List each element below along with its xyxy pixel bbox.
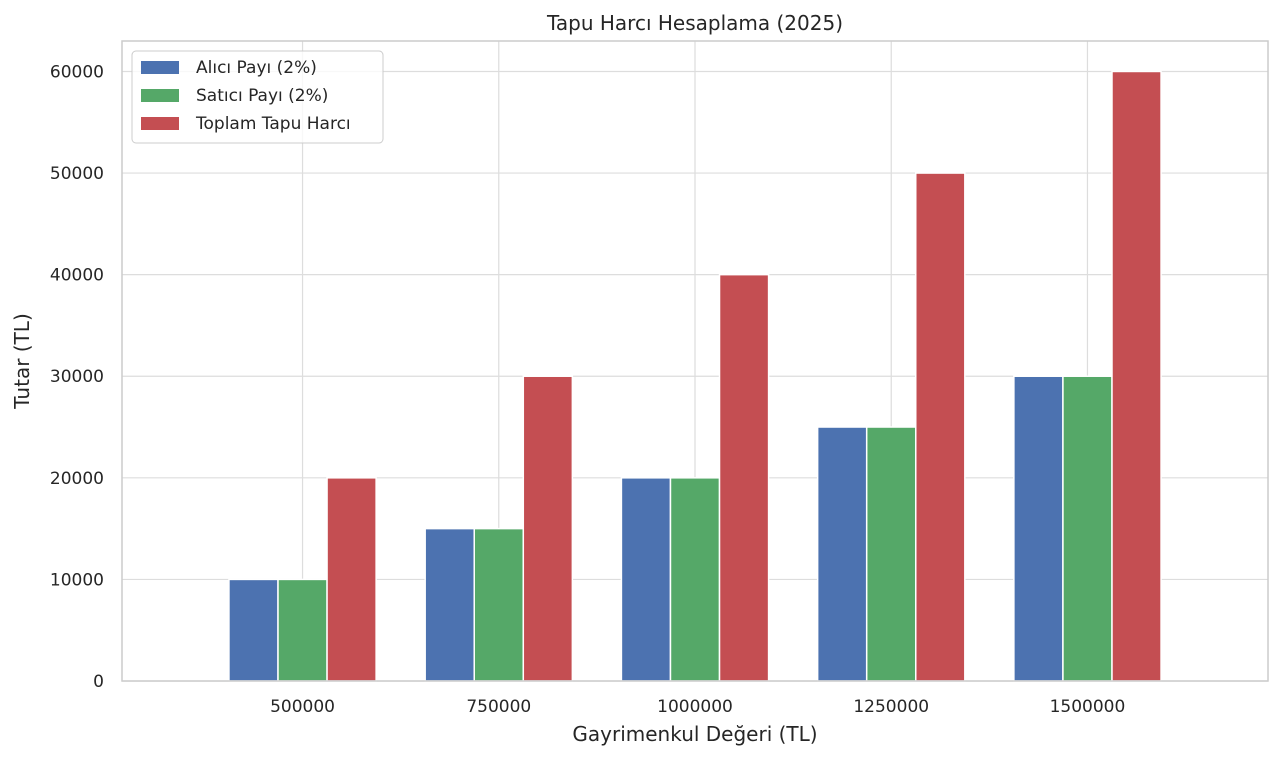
y-tick-label: 20000: [50, 469, 104, 489]
bar: [865, 426, 917, 682]
x-axis-title: Gayrimenkul Değeri (TL): [572, 722, 817, 746]
x-axis-ticks: 500000 750000 1000000 1250000 1500000: [270, 697, 1125, 717]
legend-label: Alıcı Payı (2%): [196, 58, 317, 78]
bar: [473, 527, 525, 682]
bar: [424, 527, 475, 682]
y-tick-label: 60000: [50, 62, 104, 82]
bar: [718, 273, 770, 682]
chart-title: Tapu Harcı Hesaplama (2025): [546, 11, 843, 35]
bar: [620, 477, 672, 682]
x-tick-label: 750000: [466, 697, 531, 717]
legend-label: Toplam Tapu Harcı: [195, 114, 351, 134]
bar: [326, 477, 377, 682]
bar: [228, 578, 279, 682]
bar: [277, 578, 328, 682]
bar: [915, 172, 966, 682]
y-tick-label: 0: [93, 672, 104, 692]
bar: [816, 426, 868, 682]
plot-area-frame: [121, 40, 1269, 682]
y-axis-ticks: 0 10000 20000 30000 40000 50000 60000: [50, 62, 104, 692]
legend-swatch: [141, 117, 179, 130]
bar: [1013, 375, 1064, 682]
legend-frame: [131, 50, 384, 144]
y-axis-title: Tutar (TL): [10, 313, 34, 410]
legend-swatch: [141, 61, 179, 74]
legend-label: Satıcı Payı (2%): [196, 86, 328, 106]
legend-swatch: [141, 89, 179, 102]
x-tick-label: 1500000: [1050, 697, 1126, 717]
bar: [1111, 70, 1162, 682]
bars: [228, 70, 1162, 682]
y-tick-label: 50000: [50, 164, 104, 184]
bar: [1062, 375, 1113, 682]
bar: [522, 375, 574, 682]
x-tick-label: 1250000: [853, 697, 929, 717]
bar: [669, 477, 721, 682]
y-tick-label: 40000: [50, 266, 104, 286]
x-tick-label: 500000: [270, 697, 335, 717]
y-tick-label: 10000: [50, 570, 104, 590]
x-tick-label: 1000000: [657, 697, 733, 717]
legend: Alıcı Payı (2%) Satıcı Payı (2%) Toplam Ta…: [131, 50, 384, 144]
y-tick-label: 30000: [50, 367, 104, 387]
